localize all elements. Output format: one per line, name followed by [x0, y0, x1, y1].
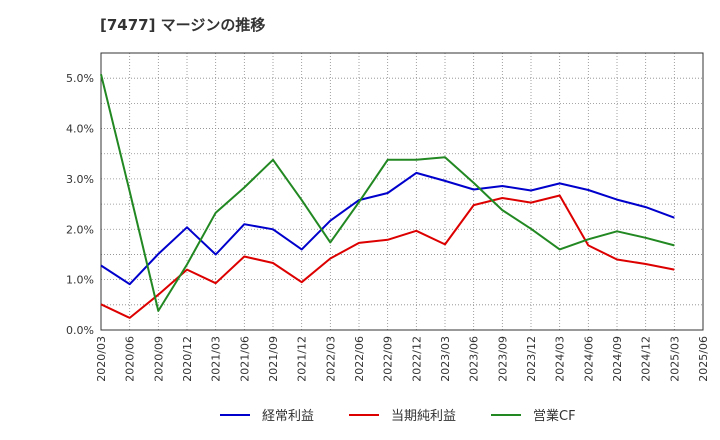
x-tick-label: 2021/12 [296, 336, 309, 382]
x-tick-label: 2021/06 [238, 336, 251, 382]
y-tick-label: 3.0% [66, 173, 94, 186]
legend-label: 営業CF [533, 408, 576, 424]
x-tick-label: 2020/09 [152, 336, 165, 382]
x-tick-label: 2022/12 [410, 336, 423, 382]
legend-label: 当期純利益 [391, 409, 456, 424]
x-tick-label: 2020/03 [95, 336, 108, 382]
y-tick-label: 4.0% [66, 123, 94, 136]
chart-title: [7477] マージンの推移 [100, 16, 266, 34]
y-tick-label: 2.0% [66, 223, 94, 236]
plot-area [101, 53, 703, 330]
x-tick-label: 2021/03 [210, 336, 223, 382]
x-tick-label: 2023/12 [525, 336, 538, 382]
x-tick-label: 2020/12 [181, 336, 194, 382]
x-tick-label: 2022/06 [353, 336, 366, 382]
x-tick-label: 2024/06 [582, 336, 595, 382]
series-line-営業CF [100, 73, 675, 312]
x-tick-label: 2024/09 [611, 336, 624, 382]
x-tick-label: 2023/03 [439, 336, 452, 382]
x-tick-label: 2024/12 [640, 336, 653, 382]
x-tick-label: 2022/09 [382, 336, 395, 382]
x-tick-label: 2022/03 [324, 336, 337, 382]
y-tick-label: 0.0% [66, 324, 94, 337]
y-tick-label: 5.0% [66, 72, 94, 85]
x-tick-label: 2023/09 [496, 336, 509, 382]
y-tick-label: 1.0% [66, 274, 94, 287]
x-tick-label: 2025/03 [668, 336, 681, 382]
plot-border [100, 52, 704, 331]
series-line-経常利益 [100, 171, 675, 286]
x-tick-label: 2024/03 [554, 336, 567, 382]
x-tick-label: 2023/06 [468, 336, 481, 382]
x-tick-label: 2021/09 [267, 336, 280, 382]
series-line-当期純利益 [100, 194, 675, 319]
x-tick-label: 2025/06 [697, 336, 710, 382]
x-tick-label: 2020/06 [124, 336, 137, 382]
legend-label: 経常利益 [262, 409, 314, 424]
